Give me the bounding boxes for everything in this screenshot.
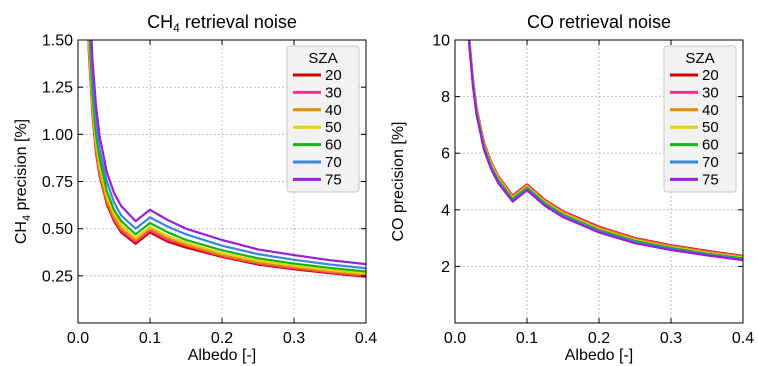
panel-1: 0.0 0.1 0.2 0.3 0.4 0.25 0.50 0.75 1.00 1.25 1.50 C… <box>13 12 377 364</box>
legend-label-sza-50: 50 <box>325 119 342 136</box>
y-tick-label: 2 <box>441 259 450 276</box>
y-tick-label: 1.25 <box>42 80 73 97</box>
series-line-sza-70 <box>89 40 366 270</box>
x-axis-label: Albedo [-] <box>565 347 633 364</box>
legend-label-sza-75: 75 <box>325 171 342 188</box>
x-tick-label: 0.3 <box>283 330 305 347</box>
y-tick-label: 0.50 <box>42 221 73 238</box>
x-tick-label: 0.0 <box>444 330 466 347</box>
x-tick-label: 0.3 <box>660 330 682 347</box>
panel-2: 0.0 0.1 0.2 0.3 0.4 2 4 6 8 10 CO retrieval noise A… <box>390 12 754 364</box>
y-axis-label-part: precision [%] <box>13 119 30 215</box>
x-axis-label: Albedo [-] <box>188 347 256 364</box>
x-tick-label: 0.2 <box>211 330 233 347</box>
legend-label-sza-40: 40 <box>702 102 719 119</box>
legend-title: SZA <box>308 50 337 67</box>
series-line-sza-75 <box>467 40 743 262</box>
series-line-sza-60 <box>88 40 366 273</box>
legend-label-sza-60: 60 <box>702 137 719 154</box>
chart-title-part: retrieval noise <box>180 12 297 32</box>
y-axis-label-subscript: 4 <box>21 215 33 221</box>
chart-title-subscript: 4 <box>173 21 180 35</box>
y-axis-label-part: CH <box>13 221 30 244</box>
y-axis-label: CH4 precision [%] <box>13 119 33 244</box>
legend-box <box>286 45 360 193</box>
legend-label-sza-30: 30 <box>325 84 342 101</box>
legend-label-sza-20: 20 <box>702 67 719 84</box>
legend-box <box>663 45 737 193</box>
x-tick-label: 0.4 <box>732 330 754 347</box>
legend-title: SZA <box>685 50 714 67</box>
y-tick-label: 0.25 <box>42 268 73 285</box>
legend-label-sza-40: 40 <box>325 102 342 119</box>
y-tick-label: 1.00 <box>42 127 73 144</box>
y-tick-label: 0.75 <box>42 174 73 191</box>
x-tick-label: 0.2 <box>588 330 610 347</box>
y-tick-label: 8 <box>441 89 450 106</box>
series-group <box>467 40 743 262</box>
y-tick-label: 6 <box>441 146 450 163</box>
x-tick-label: 0.1 <box>516 330 538 347</box>
chart-title-part: CH <box>147 12 173 32</box>
y-axis-label: CO precision [%] <box>390 121 407 241</box>
y-tick-label: 10 <box>432 33 450 50</box>
legend-label-sza-60: 60 <box>325 137 342 154</box>
x-tick-label: 0.4 <box>355 330 377 347</box>
chart-title: CH4 retrieval noise <box>147 12 297 35</box>
legend-label-sza-70: 70 <box>325 154 342 171</box>
legend-label-sza-70: 70 <box>702 154 719 171</box>
y-tick-label: 4 <box>441 202 450 219</box>
chart-title: CO retrieval noise <box>527 12 671 32</box>
series-group <box>87 40 366 278</box>
y-tick-label: 1.50 <box>42 33 73 50</box>
legend-label-sza-20: 20 <box>325 67 342 84</box>
x-tick-label: 0.1 <box>139 330 161 347</box>
legend-label-sza-30: 30 <box>702 84 719 101</box>
series-line-sza-75 <box>90 40 366 266</box>
x-tick-label: 0.0 <box>67 330 89 347</box>
legend-label-sza-75: 75 <box>702 171 719 188</box>
legend-label-sza-50: 50 <box>702 119 719 136</box>
